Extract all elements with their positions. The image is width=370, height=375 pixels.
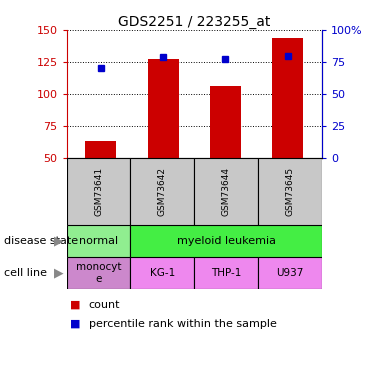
Title: GDS2251 / 223255_at: GDS2251 / 223255_at — [118, 15, 270, 29]
Text: U937: U937 — [276, 268, 304, 278]
Text: percentile rank within the sample: percentile rank within the sample — [89, 319, 277, 329]
Bar — [85, 141, 117, 158]
Bar — [130, 225, 322, 257]
Text: GSM73641: GSM73641 — [94, 166, 103, 216]
Bar — [130, 158, 194, 225]
Text: GSM73645: GSM73645 — [286, 166, 295, 216]
Text: normal: normal — [79, 236, 118, 246]
Text: ▶: ▶ — [54, 234, 64, 248]
Text: disease state: disease state — [4, 236, 78, 246]
Bar — [148, 59, 179, 158]
Bar — [194, 257, 258, 289]
Text: GSM73642: GSM73642 — [158, 167, 167, 216]
Bar — [194, 158, 258, 225]
Bar — [210, 86, 241, 158]
Text: myeloid leukemia: myeloid leukemia — [176, 236, 276, 246]
Text: monocyt
e: monocyt e — [76, 262, 121, 284]
Bar — [258, 158, 322, 225]
Text: cell line: cell line — [4, 268, 47, 278]
Bar — [130, 257, 194, 289]
Text: THP-1: THP-1 — [211, 268, 241, 278]
Text: ■: ■ — [70, 319, 81, 329]
Text: ■: ■ — [70, 300, 81, 310]
Bar — [67, 158, 130, 225]
Text: count: count — [89, 300, 120, 310]
Text: ▶: ▶ — [54, 266, 64, 279]
Bar — [67, 225, 130, 257]
Text: GSM73644: GSM73644 — [222, 167, 231, 216]
Bar — [258, 257, 322, 289]
Bar — [272, 38, 303, 158]
Bar — [67, 257, 130, 289]
Text: KG-1: KG-1 — [150, 268, 175, 278]
